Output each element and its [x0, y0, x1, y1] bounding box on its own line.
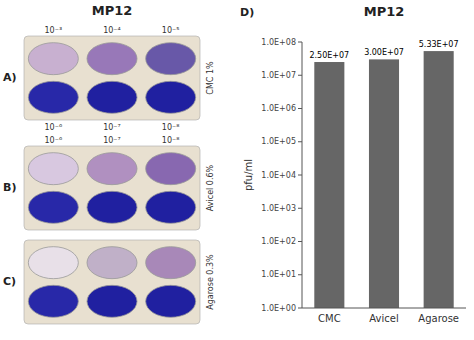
- y-tick: [298, 308, 302, 309]
- y-tick-label: 1.0E+04: [261, 171, 296, 180]
- plate: [28, 191, 78, 223]
- y-axis-label: pfu/ml: [243, 159, 254, 191]
- y-tick: [298, 274, 302, 275]
- x-tick-label: Agarose: [418, 313, 459, 324]
- panel-label: B): [3, 181, 16, 194]
- data-label: 5.33E+07: [419, 40, 459, 49]
- dilution-label: 10⁻⁶: [45, 123, 63, 132]
- dilution-label: 10⁻⁸: [162, 136, 180, 145]
- plate: [87, 153, 137, 185]
- panel-label: D): [240, 6, 254, 19]
- y-tick: [298, 241, 302, 242]
- dilution-label: 10⁻⁴: [103, 26, 121, 35]
- dilution-label: 10⁻⁸: [162, 123, 180, 132]
- plate: [87, 247, 137, 279]
- bars: [314, 51, 453, 308]
- row-label: Agarose 0.3%: [206, 254, 215, 310]
- y-tick-label: 1.0E+08: [261, 38, 296, 47]
- y-tick-label: 1.0E+03: [261, 204, 296, 213]
- bar: [314, 62, 344, 308]
- plate: [146, 81, 196, 113]
- plate: [146, 153, 196, 185]
- panel-label: A): [3, 71, 17, 84]
- y-tick-label: 1.0E+01: [261, 270, 296, 279]
- plate: [28, 43, 78, 75]
- y-tick: [298, 42, 302, 43]
- data-label: 2.50E+07: [309, 51, 349, 60]
- dilution-label: 10⁻³: [45, 26, 63, 35]
- plate: [146, 191, 196, 223]
- x-axis: [302, 308, 466, 309]
- tray: [24, 36, 200, 120]
- plate: [28, 285, 78, 317]
- y-tick-label: 1.0E+05: [261, 137, 296, 146]
- y-axis: [302, 42, 303, 308]
- plate: [28, 81, 78, 113]
- y-tick-label: 1.0E+02: [261, 237, 296, 246]
- y-tick: [298, 141, 302, 142]
- dilution-label: 10⁻⁷: [103, 136, 121, 145]
- plate: [87, 285, 137, 317]
- tray: [24, 240, 200, 324]
- plate: [28, 153, 78, 185]
- panel-label: C): [3, 275, 16, 288]
- plate: [28, 247, 78, 279]
- y-tick-label: 1.0E+00: [261, 304, 296, 313]
- y-tick: [298, 75, 302, 76]
- plate: [87, 43, 137, 75]
- bar: [424, 51, 454, 308]
- y-tick: [298, 208, 302, 209]
- plate: [87, 191, 137, 223]
- row-label: Avicel 0.6%: [206, 164, 215, 211]
- dilution-label: 10⁻⁷: [103, 123, 121, 132]
- y-tick: [298, 175, 302, 176]
- data-label: 3.00E+07: [364, 48, 404, 57]
- y-tick-label: 1.0E+07: [261, 71, 296, 80]
- y-tick-label: 1.0E+06: [261, 104, 296, 113]
- chart-title: MP12: [364, 4, 405, 19]
- bar: [369, 59, 399, 308]
- x-tick-label: Avicel: [369, 313, 398, 324]
- dilution-label: 10⁻⁶: [45, 136, 63, 145]
- y-tick: [298, 108, 302, 109]
- plate: [146, 247, 196, 279]
- dilution-label: 10⁻⁵: [162, 26, 180, 35]
- panel-title: MP12: [92, 3, 133, 18]
- plate: [87, 81, 137, 113]
- tray: [24, 146, 200, 230]
- plate: [146, 285, 196, 317]
- plate: [146, 43, 196, 75]
- x-tick-label: CMC: [318, 313, 341, 324]
- row-label: CMC 1%: [206, 61, 215, 95]
